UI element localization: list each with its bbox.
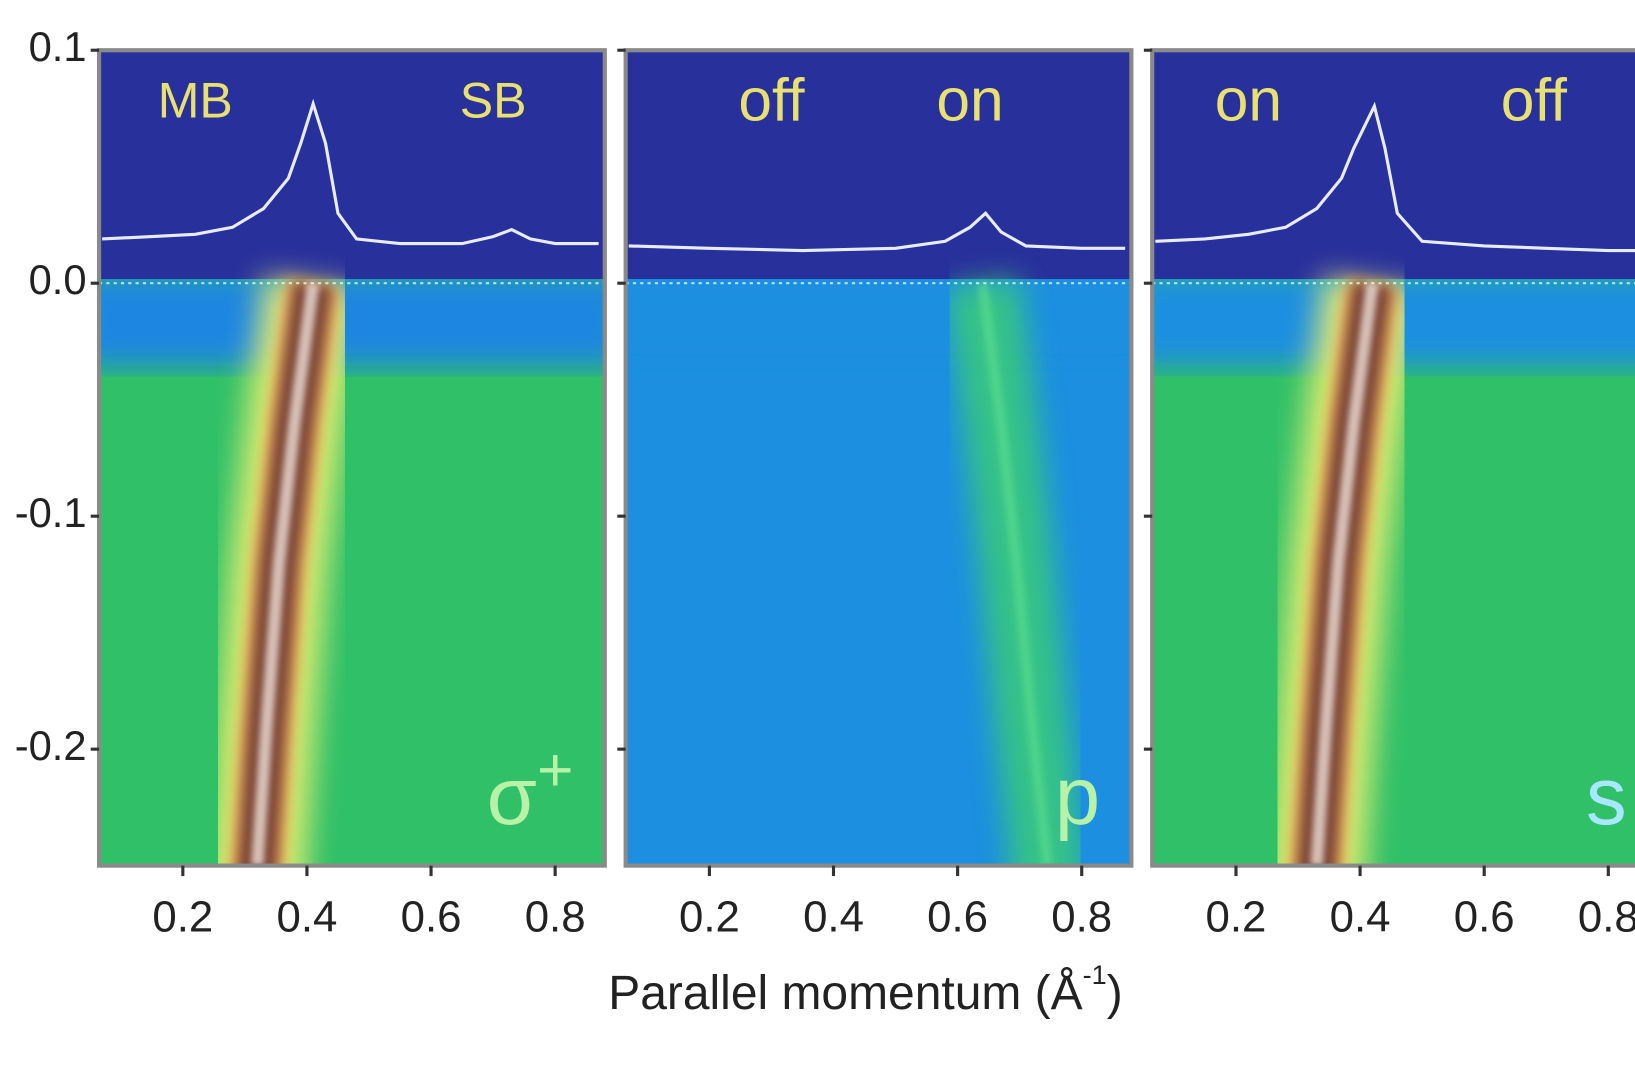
- panel-body: off on p: [625, 50, 1132, 866]
- edc-curve: [1155, 101, 1635, 253]
- tag-symbol: s: [1586, 752, 1627, 843]
- panel-body: MB SB σ+: [99, 50, 605, 866]
- edc-curve: [628, 211, 1126, 253]
- panel: MB SBσ+0.10.0-0.1-0.20.2 0.4 0.6 0.8: [15, 23, 607, 941]
- tag-symbol: σ: [487, 752, 537, 843]
- band-label: on: [936, 65, 1003, 133]
- background-upper: [1152, 50, 1635, 280]
- x-tick-label: 0.4: [276, 892, 337, 941]
- x-tick-label: 0.8: [525, 892, 586, 941]
- band-label: off: [738, 65, 804, 133]
- x-tick-label: 0.8: [1578, 892, 1635, 941]
- y-tick-label: -0.2: [15, 722, 87, 769]
- x-tick-label: 0.2: [152, 892, 213, 941]
- y-tick-label: 0.1: [29, 23, 87, 70]
- y-tick-label: -0.1: [15, 489, 87, 536]
- band-label: off: [1501, 65, 1567, 133]
- band: [977, 282, 1053, 866]
- band-label: on: [1215, 65, 1282, 133]
- panel-body: on off s: [1152, 50, 1635, 866]
- x-tick-label: 0.8: [1051, 892, 1112, 941]
- panel: off on p 0.2 0.4 0.6 0.8: [617, 48, 1134, 941]
- panel-frame: [96, 48, 607, 868]
- band-label: SB: [460, 73, 527, 129]
- polarization-tag: p: [1055, 752, 1100, 843]
- polarization-tag: s: [1586, 752, 1627, 843]
- edc-curve: [102, 98, 599, 246]
- band: [1310, 282, 1379, 866]
- background-edge: [625, 272, 1132, 367]
- x-tick-label: 0.2: [1206, 892, 1267, 941]
- band-label: MB: [158, 73, 233, 129]
- panel: on off s 0.2 0.4 0.6 0.8: [1143, 48, 1635, 941]
- x-axis-label: Parallel momentum (Å-1): [608, 959, 1122, 1019]
- x-tick-label: 0.6: [1454, 892, 1515, 941]
- x-tick-label: 0.6: [401, 892, 462, 941]
- x-tick-label: 0.6: [927, 892, 988, 941]
- x-tick-label: 0.4: [803, 892, 864, 941]
- tag-symbol: p: [1055, 752, 1100, 843]
- x-tick-label: 0.2: [679, 892, 740, 941]
- panel-frame: [623, 48, 1134, 868]
- tag-sup: +: [537, 734, 574, 804]
- band: [251, 282, 320, 866]
- y-tick-label: 0.0: [29, 256, 87, 303]
- background-upper: [99, 50, 605, 280]
- x-tick-label: 0.4: [1330, 892, 1391, 941]
- polarization-tag: σ+: [487, 734, 574, 842]
- panel-frame: [1150, 48, 1635, 868]
- background-upper: [625, 50, 1132, 280]
